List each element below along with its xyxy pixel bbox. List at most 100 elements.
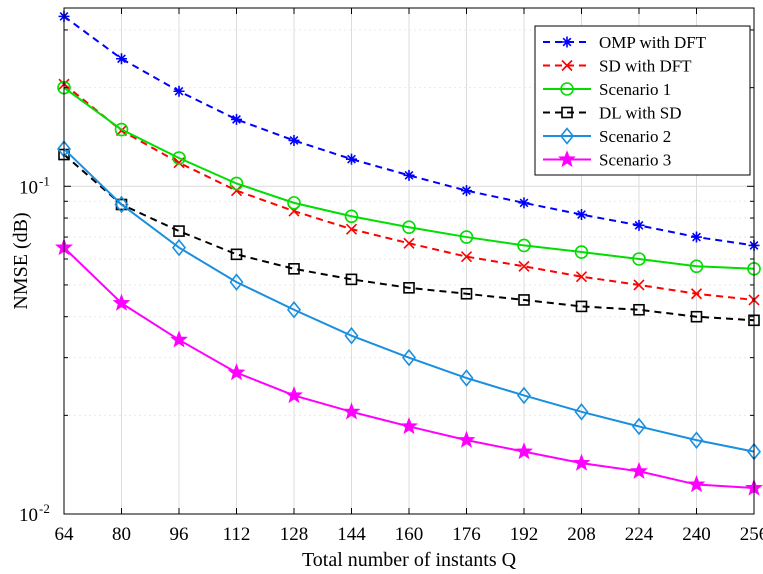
y-tick-exponent: -2 [39,501,50,516]
data-point [517,238,531,253]
y-axis-label: NMSE (dB) [10,212,32,309]
x-tick-label: 144 [337,524,366,545]
data-point [171,238,187,257]
data-point [114,122,129,137]
data-point [459,369,474,387]
data-point [227,363,246,381]
series-sd-with-dft [58,78,760,306]
series-layer [55,10,763,496]
y-tick-exponent: -1 [39,173,50,188]
data-point [285,386,303,404]
data-point [173,225,185,237]
data-point [229,273,244,291]
data-point [574,245,589,259]
legend-item: DL with SD [543,104,682,123]
data-point [112,293,131,311]
data-point [561,106,573,119]
data-point [516,386,532,405]
data-point [403,282,415,294]
data-point [515,442,533,460]
data-point [461,185,472,197]
series-line [63,148,755,453]
y-tick-label: 10 [19,505,38,526]
x-tick-label: 160 [395,524,424,545]
data-point [346,153,357,165]
data-point [286,300,302,319]
data-point [460,287,473,300]
data-point [230,185,243,197]
data-point [231,113,242,125]
data-point [403,169,415,181]
legend-item: Scenario 2 [543,127,671,146]
x-tick-label: 80 [112,524,131,545]
y-tick-label: 10 [19,177,38,198]
x-axis-ticks: 64 80 96 112 128 144 160 176 192 208 224 240 256 [55,8,763,545]
data-point [518,197,530,209]
data-point [560,82,574,96]
x-axis-label: Total number of instants Q [302,549,517,571]
data-point [630,461,648,479]
data-point [460,251,473,263]
data-point [687,475,706,493]
data-point [114,195,129,214]
legend-label: SD with DFT [599,57,692,76]
data-point [561,36,573,48]
data-point [344,326,359,345]
y-axis-ticks: 10-110-2 [19,29,754,526]
data-point [690,310,703,323]
legend-item: SD with DFT [543,57,692,76]
data-point [559,127,575,145]
data-point [345,223,358,235]
data-point [690,288,703,300]
legend-label: DL with SD [599,104,682,123]
data-point [403,237,415,249]
x-tick-label: 64 [55,524,75,545]
data-point [518,294,530,306]
data-point [689,259,704,274]
x-tick-label: 192 [510,524,539,545]
data-point [229,176,244,191]
legend-label: Scenario 2 [599,127,671,146]
data-point [402,220,416,235]
data-point [558,150,576,168]
x-tick-label: 240 [682,524,711,545]
legend-label: OMP with DFT [599,33,707,52]
data-point [457,430,476,448]
data-point [576,209,587,221]
series-scenario-2 [56,140,762,461]
data-point [459,230,474,244]
data-point [518,260,530,272]
data-point [230,248,243,261]
x-tick-label: 96 [170,524,189,545]
legend: OMP with DFT SD with DFT Scenario 1 DL with… [534,25,751,176]
x-tick-label: 256 [740,524,763,545]
x-tick-label: 128 [280,524,309,545]
legend-item: OMP with DFT [543,33,707,52]
data-point [172,151,186,165]
data-point [288,134,300,146]
data-point [633,303,645,316]
legend-label: Scenario 3 [599,151,671,170]
legend-item: Scenario 1 [543,80,671,99]
data-point [288,263,300,275]
legend-label: Scenario 1 [599,80,671,99]
series-line [63,86,755,270]
data-point [575,300,588,313]
data-point [342,402,361,420]
data-point [345,273,358,286]
legend-box [534,25,751,176]
data-point [400,417,418,435]
series-scenario-3 [55,238,763,496]
x-tick-label: 176 [452,524,481,545]
data-point [287,196,301,210]
data-point [561,59,573,72]
data-point [170,330,188,348]
data-point [572,453,591,471]
x-tick-label: 208 [567,524,596,545]
data-point [575,271,588,283]
data-point [574,403,589,421]
x-tick-label: 112 [223,524,251,545]
data-point [632,252,646,266]
data-point [633,219,645,231]
